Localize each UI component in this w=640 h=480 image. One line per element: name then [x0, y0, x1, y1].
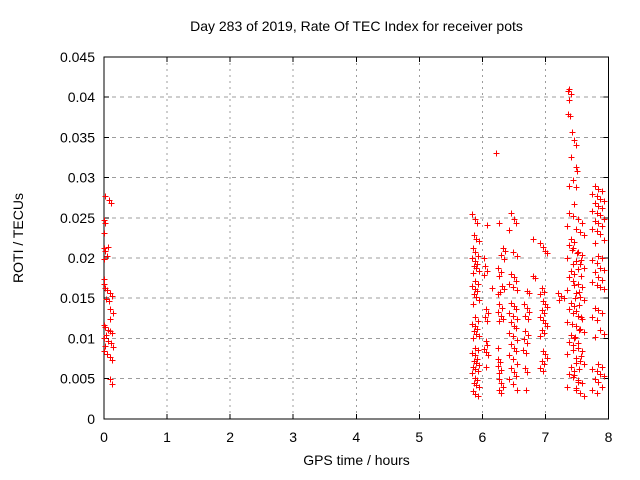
y-tick-label: 0.045	[60, 49, 95, 65]
y-tick-label: 0.025	[60, 210, 95, 226]
x-tick-label: 7	[542, 429, 550, 445]
x-tick-label: 4	[352, 429, 360, 445]
chart-title: Day 283 of 2019, Rate Of TEC Index for r…	[190, 18, 523, 34]
x-axis-label: GPS time / hours	[303, 452, 410, 468]
data-points	[101, 86, 608, 400]
x-tick-label: 2	[226, 429, 234, 445]
x-tick-label: 1	[163, 429, 171, 445]
y-tick-label: 0.04	[68, 89, 95, 105]
x-tick-label: 8	[605, 429, 613, 445]
x-tick-label: 0	[100, 429, 108, 445]
y-tick-label: 0.035	[60, 129, 95, 145]
x-tick-label: 5	[415, 429, 423, 445]
x-tick-label: 6	[478, 429, 486, 445]
y-tick-label: 0	[87, 411, 95, 427]
y-tick-label: 0.015	[60, 290, 95, 306]
y-tick-label: 0.005	[60, 371, 95, 387]
y-tick-label: 0.01	[68, 330, 95, 346]
y-tick-label: 0.02	[68, 250, 95, 266]
x-tick-label: 3	[289, 429, 297, 445]
y-tick-label: 0.03	[68, 170, 95, 186]
